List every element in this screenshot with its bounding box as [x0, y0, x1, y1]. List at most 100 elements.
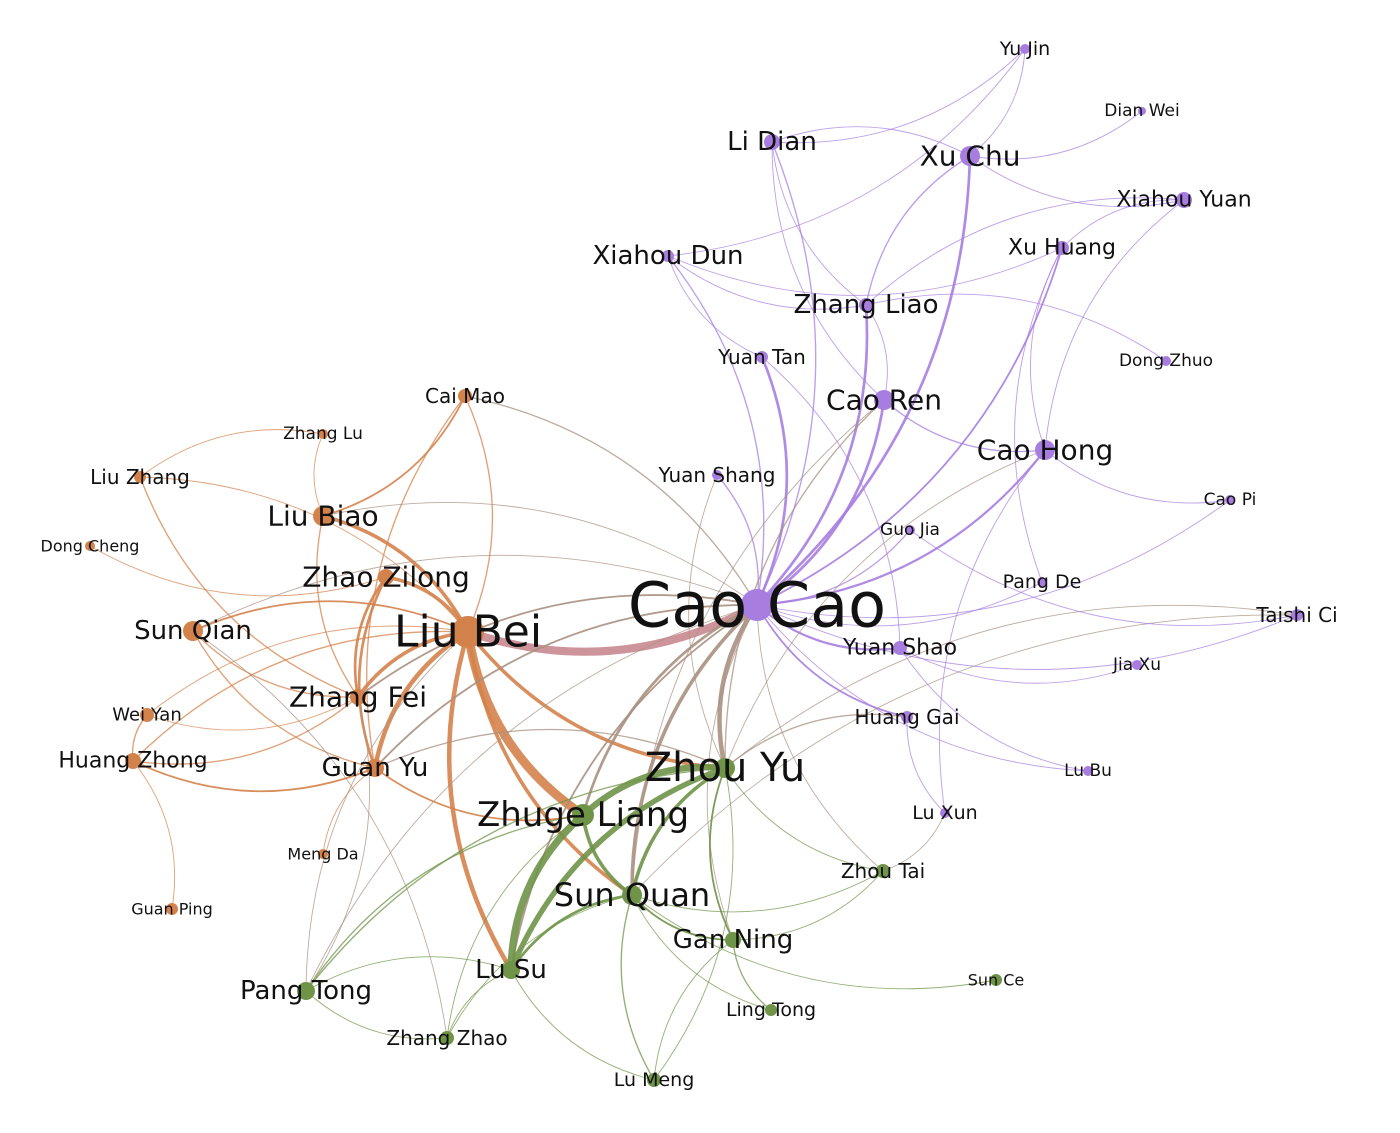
node-liu-bei[interactable]: [452, 616, 484, 648]
edge-zhou-yu-zhuge-liang: [579, 763, 729, 819]
node-label-pang-de: Pang De: [1003, 571, 1082, 593]
node-yu-jin[interactable]: [1020, 44, 1030, 54]
node-label-cao-cao: Cao Cao: [628, 569, 886, 642]
node-dong-cheng[interactable]: [85, 541, 95, 551]
edge-cao-cao-liu-biao: [322, 501, 758, 606]
edge-xu-huang-pang-de: [1014, 247, 1063, 583]
node-label-liu-biao: Liu Biao: [267, 500, 378, 533]
edge-li-dian-zhang-liao: [771, 141, 867, 306]
edge-cao-cao-zhang-liao: [755, 303, 869, 607]
edge-lu-su-lu-meng: [510, 969, 655, 1081]
node-jia-xu[interactable]: [1132, 660, 1142, 670]
node-label-cao-pi: Cao Pi: [1204, 490, 1257, 510]
node-yuan-tan[interactable]: [756, 351, 768, 363]
edge-xiahou-yuan-cao-hong: [1044, 199, 1185, 451]
node-label-cao-ren: Cao Ren: [826, 384, 942, 417]
node-yuan-shang[interactable]: [712, 470, 722, 480]
node-layer: [85, 44, 1303, 1087]
edge-sun-quan-ling-tong: [631, 894, 772, 1011]
node-sun-quan[interactable]: [622, 885, 642, 905]
edge-xiahou-yuan-xu-huang: [1061, 199, 1185, 249]
edge-yuan-shang-zhou-yu: [688, 474, 726, 769]
node-xiahou-dun[interactable]: [662, 250, 674, 262]
node-zhang-liao[interactable]: [859, 298, 873, 312]
edge-zhang-lu-liu-zhang: [139, 429, 324, 478]
node-xu-chu[interactable]: [960, 146, 980, 166]
edge-guan-ping-huang-zhong: [132, 760, 176, 910]
node-ling-tong[interactable]: [765, 1004, 777, 1016]
edge-cao-cao-xu-chu: [755, 154, 972, 607]
edge-zhao-zilong-zhang-fei: [353, 575, 388, 699]
node-sun-ce[interactable]: [990, 974, 1002, 986]
edge-xu-chu-zhang-liao: [865, 155, 971, 306]
node-label-sun-ce: Sun Ce: [968, 971, 1025, 990]
node-zhang-fei[interactable]: [350, 689, 366, 705]
node-label-xiahou-dun: Xiahou Dun: [592, 241, 743, 271]
node-sun-qian[interactable]: [183, 621, 203, 641]
edge-sun-quan-zhou-tai: [631, 870, 884, 913]
edge-wei-yan-zhang-fei: [146, 696, 359, 731]
node-label-cai-mao: Cai Mao: [425, 384, 505, 408]
edge-liu-bei-guan-yu: [372, 629, 471, 771]
node-pang-tong[interactable]: [297, 982, 315, 1000]
node-zhang-lu[interactable]: [318, 429, 328, 439]
edge-cao-ren-cao-hong: [883, 399, 1046, 453]
node-zhou-yu[interactable]: [715, 758, 735, 778]
node-lu-meng[interactable]: [647, 1073, 661, 1087]
node-cao-hong[interactable]: [1035, 440, 1055, 460]
node-label-lu-su: Lu Su: [475, 955, 547, 985]
node-taishi-ci[interactable]: [1291, 609, 1303, 621]
edge-liu-bei-zhou-yu: [466, 630, 727, 770]
node-xu-huang[interactable]: [1055, 241, 1069, 255]
node-pang-de[interactable]: [1037, 577, 1047, 587]
node-liu-zhang[interactable]: [134, 471, 146, 483]
node-lu-xun[interactable]: [940, 808, 950, 818]
node-dian-wei[interactable]: [1138, 107, 1146, 115]
edge-yuan-shao-lu-bu: [899, 647, 1089, 772]
node-huang-gai[interactable]: [901, 711, 913, 723]
node-yuan-shao[interactable]: [893, 641, 907, 655]
node-xiahou-yuan[interactable]: [1176, 192, 1192, 208]
edge-cao-cao-cao-ren: [755, 398, 886, 607]
edge-xu-huang-cao-hong: [1030, 247, 1063, 451]
node-guan-yu[interactable]: [366, 759, 384, 777]
edge-gan-ning-zhou-tai: [732, 870, 884, 941]
node-label-sun-qian: Sun Qian: [134, 616, 252, 646]
edge-huang-gai-lu-xun: [906, 716, 946, 814]
edge-liu-bei-sun-quan: [466, 630, 634, 897]
node-gan-ning[interactable]: [725, 932, 741, 948]
node-cao-pi[interactable]: [1225, 495, 1235, 505]
node-label-meng-da: Meng Da: [287, 845, 358, 864]
node-cao-ren[interactable]: [874, 390, 894, 410]
node-label-cao-hong: Cao Hong: [977, 434, 1113, 467]
node-lu-bu[interactable]: [1083, 766, 1093, 776]
node-zhou-tai[interactable]: [876, 864, 890, 878]
edge-li-dian-cao-ren: [771, 141, 885, 401]
node-cao-cao[interactable]: [741, 589, 773, 621]
node-dong-zhuo[interactable]: [1161, 356, 1171, 366]
node-liu-biao[interactable]: [313, 506, 333, 526]
node-label-xu-chu: Xu Chu: [920, 140, 1021, 173]
edge-cao-cao-lu-su: [510, 604, 758, 971]
node-meng-da[interactable]: [318, 849, 328, 859]
edge-cao-hong-lu-xun: [938, 449, 1046, 814]
node-zhao-zilong[interactable]: [378, 569, 394, 585]
node-huang-zhong[interactable]: [125, 753, 141, 769]
node-lu-su[interactable]: [502, 961, 520, 979]
node-cai-mao[interactable]: [458, 389, 472, 403]
edge-cao-cao-zhou-yu: [717, 602, 760, 771]
edge-cao-cao-guo-jia: [756, 529, 911, 606]
edge-sun-qian-guan-yu: [192, 630, 376, 769]
node-wei-yan[interactable]: [140, 708, 154, 722]
node-zhang-zhao[interactable]: [440, 1031, 454, 1045]
edge-gan-ning-ling-tong: [732, 939, 772, 1011]
edge-dong-zhuo-zhang-liao: [865, 293, 1167, 362]
node-li-dian[interactable]: [764, 134, 780, 150]
node-label-lu-bu: Lu Bu: [1064, 761, 1112, 781]
edge-sun-quan-sun-ce: [631, 894, 997, 990]
node-guo-jia[interactable]: [905, 525, 915, 535]
node-guan-ping[interactable]: [166, 903, 178, 915]
node-zhuge-liang[interactable]: [572, 804, 594, 826]
edge-cao-cao-lu-bu: [756, 604, 1089, 772]
edge-xu-chu-li-dian: [771, 126, 971, 157]
